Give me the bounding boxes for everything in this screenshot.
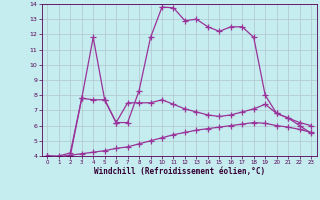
X-axis label: Windchill (Refroidissement éolien,°C): Windchill (Refroidissement éolien,°C) [94, 167, 265, 176]
